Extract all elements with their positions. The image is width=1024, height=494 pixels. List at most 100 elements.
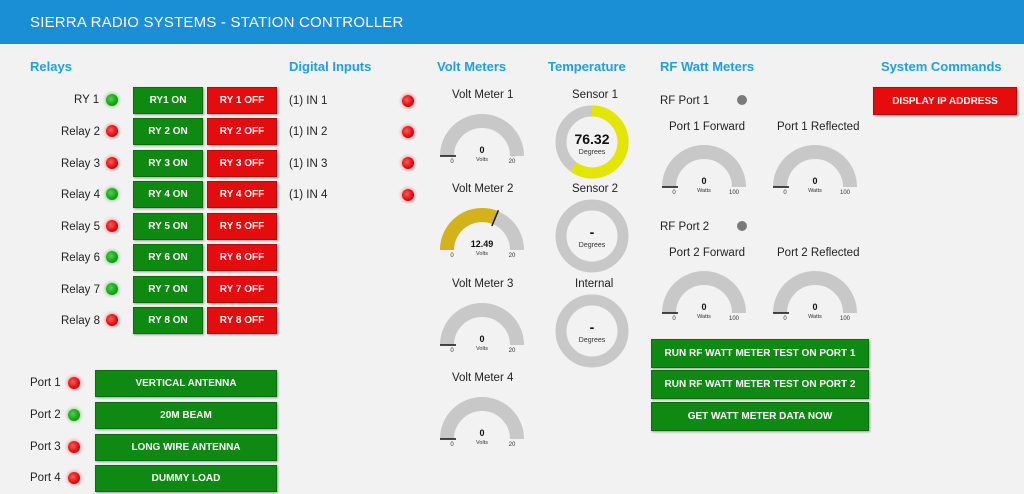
relay-status-led [106, 220, 118, 232]
rf-port-label: RF Port 1 [660, 95, 709, 107]
relay-label: Relay 7 [61, 284, 100, 296]
rf-port-status-led [737, 95, 747, 105]
relay-off-button[interactable]: RY 6 OFF [207, 244, 277, 271]
rf-gauge-title: Port 1 Forward [669, 121, 745, 133]
relay-status-led [106, 157, 118, 169]
relay-status-led [106, 94, 118, 106]
rf-reflected-gauge: 0 Watts 0 100 [773, 143, 857, 197]
run-rf-test-port2-button[interactable]: RUN RF WATT METER TEST ON PORT 2 [651, 370, 869, 399]
relay-status-led [106, 283, 118, 295]
relay-on-button[interactable]: RY 7 ON [133, 276, 203, 303]
relay-off-button[interactable]: RY 5 OFF [207, 213, 277, 240]
relay-on-button[interactable]: RY 2 ON [133, 118, 203, 145]
relay-off-button[interactable]: RY 2 OFF [207, 118, 277, 145]
relay-off-button[interactable]: RY 7 OFF [207, 276, 277, 303]
gauge-unit: Volts [476, 440, 488, 446]
get-watt-meter-data-button[interactable]: GET WATT METER DATA NOW [651, 402, 869, 431]
temperature-section-title: Temperature [548, 59, 626, 74]
display-ip-address-button[interactable]: DISPLAY IP ADDRESS [873, 87, 1017, 115]
temperature-dial: - Degrees [553, 292, 631, 370]
port-status-led [68, 441, 80, 453]
relay-off-button[interactable]: RY 8 OFF [207, 307, 277, 334]
gauge-value: 0 [812, 302, 817, 312]
relay-label: RY 1 [74, 94, 99, 106]
dial-value: 76.32 [574, 131, 609, 147]
volt-meter-title: Volt Meter 2 [452, 183, 513, 195]
dial-unit: Degrees [579, 149, 606, 156]
port-label: Port 2 [30, 409, 61, 421]
digital-input-label: (1) IN 3 [289, 158, 327, 170]
relay-off-button[interactable]: RY 4 OFF [207, 181, 277, 208]
select-port-button[interactable]: LONG WIRE ANTENNA [95, 434, 277, 461]
volt-meter-title: Volt Meter 3 [452, 278, 513, 290]
select-port-button[interactable]: DUMMY LOAD [95, 465, 277, 492]
volt-meter-title: Volt Meter 1 [452, 89, 513, 101]
gauge-max: 100 [729, 316, 740, 322]
gauge-min: 0 [450, 348, 454, 354]
gauge-min: 0 [450, 442, 454, 448]
temperature-sensor-title: Internal [575, 278, 613, 290]
gauge-unit: Watts [808, 188, 822, 194]
app-header: SIERRA RADIO SYSTEMS - STATION CONTROLLE… [0, 0, 1024, 44]
port-label: Port 4 [30, 472, 61, 484]
relay-on-button[interactable]: RY 3 ON [133, 150, 203, 177]
gauge-unit: Watts [697, 314, 711, 320]
relay-status-led [106, 188, 118, 200]
gauge-max: 20 [509, 442, 516, 448]
port-status-led [68, 409, 80, 421]
gauge-value: 0 [812, 176, 817, 186]
relay-on-button[interactable]: RY 6 ON [133, 244, 203, 271]
port-status-led [68, 472, 80, 484]
volt-meter-gauge: 0 Volts 0 20 [440, 301, 524, 355]
system-commands-section-title: System Commands [881, 59, 1002, 74]
gauge-min: 0 [672, 190, 676, 196]
digital-input-led [402, 95, 414, 107]
gauge-max: 20 [509, 253, 516, 259]
rf-gauge-title: Port 2 Forward [669, 247, 745, 259]
gauge-max: 20 [509, 159, 516, 165]
relay-off-button[interactable]: RY 3 OFF [207, 150, 277, 177]
relay-on-button[interactable]: RY 5 ON [133, 213, 203, 240]
relay-on-button[interactable]: RY1 ON [133, 87, 203, 114]
relay-off-button[interactable]: RY 1 OFF [207, 87, 277, 114]
gauge-min: 0 [783, 190, 787, 196]
temperature-dial: 76.32 Degrees [553, 103, 631, 181]
volt-meters-section-title: Volt Meters [437, 59, 506, 74]
gauge-unit: Volts [476, 157, 488, 163]
volt-meter-gauge: 12.49 Volts 0 20 [440, 206, 524, 260]
relay-label: Relay 6 [61, 252, 100, 264]
digital-input-label: (1) IN 4 [289, 189, 327, 201]
select-port-button[interactable]: VERTICAL ANTENNA [95, 370, 277, 397]
relay-status-led [106, 314, 118, 326]
rf-watt-meters-section-title: RF Watt Meters [660, 59, 754, 74]
select-port-button[interactable]: 20M BEAM [95, 402, 277, 429]
rf-port-status-led [737, 221, 747, 231]
relay-label: Relay 5 [61, 221, 100, 233]
relay-on-button[interactable]: RY 4 ON [133, 181, 203, 208]
relay-label: Relay 8 [61, 315, 100, 327]
gauge-min: 0 [783, 316, 787, 322]
gauge-max: 20 [509, 348, 516, 354]
gauge-value: 0 [701, 176, 706, 186]
relay-label: Relay 2 [61, 126, 100, 138]
gauge-max: 100 [729, 190, 740, 196]
dial-value: - [590, 224, 595, 240]
gauge-max: 100 [840, 316, 851, 322]
temperature-sensor-title: Sensor 1 [572, 89, 618, 101]
gauge-unit: Volts [476, 346, 488, 352]
gauge-value: 0 [479, 428, 484, 438]
gauge-value: 0 [701, 302, 706, 312]
volt-meter-title: Volt Meter 4 [452, 372, 513, 384]
rf-forward-gauge: 0 Watts 0 100 [662, 269, 746, 323]
rf-port-label: RF Port 2 [660, 221, 709, 233]
run-rf-test-port1-button[interactable]: RUN RF WATT METER TEST ON PORT 1 [651, 339, 869, 368]
dial-unit: Degrees [579, 242, 606, 249]
gauge-min: 0 [450, 253, 454, 259]
digital-input-led [402, 157, 414, 169]
gauge-unit: Watts [808, 314, 822, 320]
port-status-led [68, 377, 80, 389]
gauge-value: 0 [479, 145, 484, 155]
dial-value: - [590, 319, 595, 335]
relay-on-button[interactable]: RY 8 ON [133, 307, 203, 334]
gauge-min: 0 [672, 316, 676, 322]
